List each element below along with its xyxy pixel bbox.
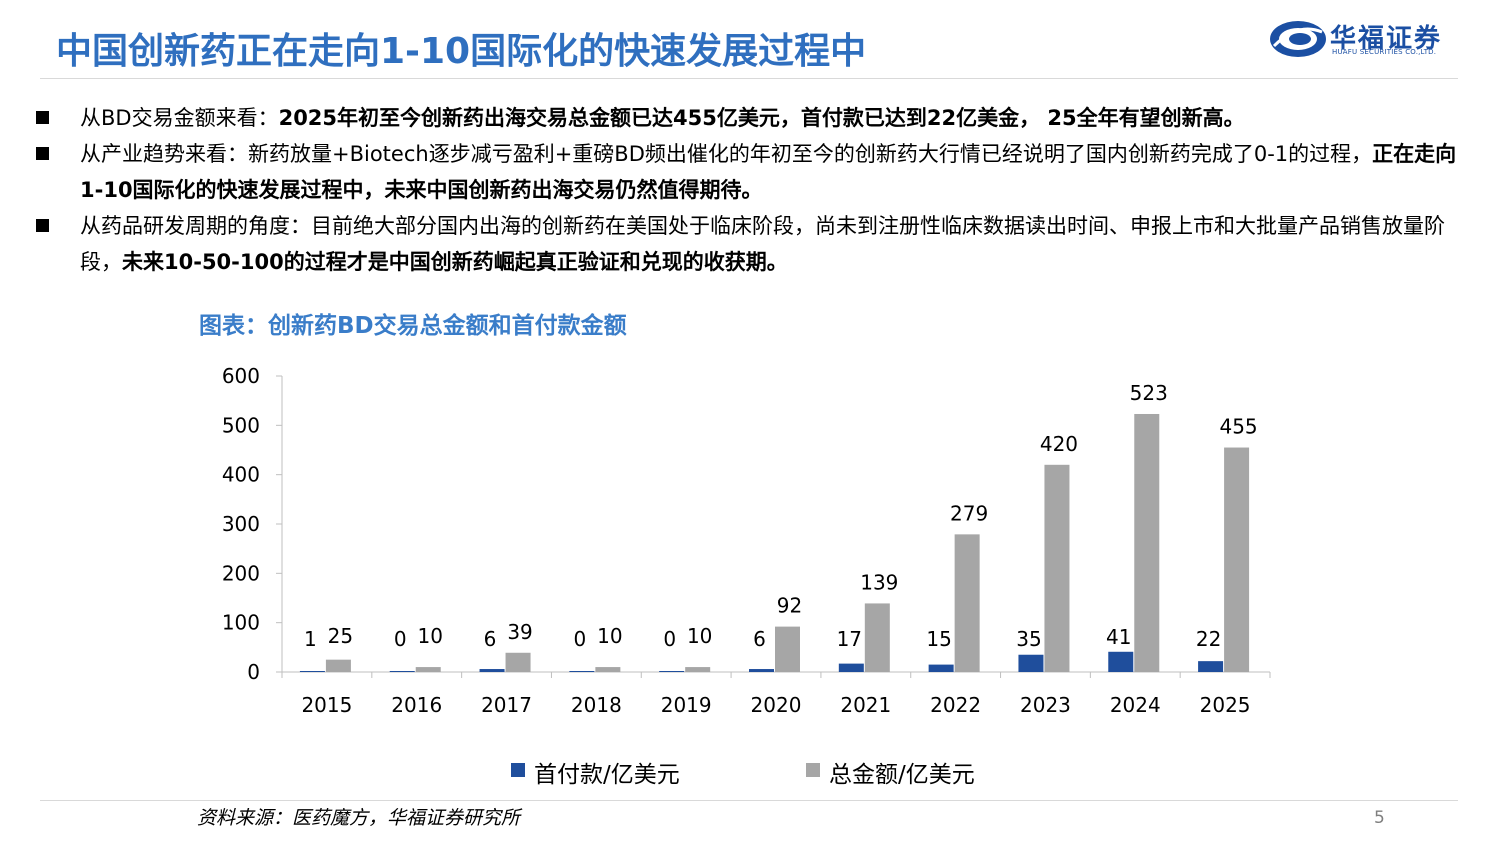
y-tick-label: 500 — [222, 413, 260, 437]
data-label-total: 455 — [1219, 415, 1257, 439]
bar-total — [864, 603, 890, 672]
bar-upfront — [299, 671, 325, 672]
page-number: 5 — [1374, 808, 1385, 828]
x-tick-label: 2016 — [391, 693, 442, 717]
bar-upfront — [1108, 651, 1134, 672]
legend-label-upfront: 首付款/亿美元 — [534, 762, 680, 788]
bar-total — [1044, 464, 1070, 672]
x-tick-label: 2022 — [930, 693, 981, 717]
header-divider — [40, 78, 1458, 79]
bar-total — [685, 667, 711, 672]
data-label-total: 139 — [860, 570, 898, 594]
bar-total — [415, 667, 441, 672]
data-label-total: 279 — [950, 501, 988, 525]
footer-divider — [40, 800, 1458, 801]
bullet-square-icon — [36, 147, 49, 160]
bar-upfront — [1018, 654, 1044, 672]
chart-title: 图表：创新药BD交易总金额和首付款金额 — [199, 313, 627, 339]
bullet-square-icon — [36, 111, 49, 124]
data-label-total: 10 — [597, 624, 622, 648]
bullet-text: 从产业趋势来看：新药放量+Biotech逐步减亏盈利+重磅BD频出催化的年初至今… — [80, 142, 1373, 166]
company-logo: 华福证券 HUAFU SECURITIES CO.,LTD. — [1268, 16, 1458, 62]
data-label-total: 523 — [1130, 381, 1168, 405]
data-label-total: 39 — [507, 620, 532, 644]
y-tick-label: 300 — [222, 512, 260, 536]
bar-total — [1224, 447, 1250, 672]
bar-upfront — [749, 669, 774, 672]
bar-upfront — [569, 671, 595, 672]
bullet-item: 从药品研发周期的角度：目前绝大部分国内出海的创新药在美国处于临床阶段，尚未到注册… — [36, 208, 1466, 280]
data-label-total: 420 — [1040, 432, 1078, 456]
data-label-upfront: 41 — [1106, 625, 1131, 649]
bullet-text: 从药品研发周期的角度：目前绝大部分国内出海的创新药在美国处于临床阶段，尚未到注册… — [80, 214, 1445, 274]
x-tick-label: 2019 — [661, 693, 712, 717]
data-label-upfront: 6 — [753, 627, 766, 651]
data-label-total: 25 — [328, 624, 353, 648]
y-tick-label: 100 — [222, 611, 260, 635]
bullet-list: 从BD交易金额来看：2025年初至今创新药出海交易总金额已达455亿美元，首付款… — [36, 100, 1466, 280]
bullet-text: 从BD交易金额来看： — [80, 106, 279, 130]
y-tick-label: 200 — [222, 561, 260, 585]
bar-upfront — [389, 671, 415, 672]
data-label-upfront: 0 — [573, 627, 586, 651]
page-title: 中国创新药正在走向1-10国际化的快速发展过程中 — [56, 31, 867, 72]
x-tick-label: 2017 — [481, 693, 532, 717]
bar-upfront — [1198, 661, 1224, 672]
x-tick-label: 2024 — [1110, 693, 1161, 717]
bar-total — [505, 652, 531, 672]
bullet-bold-text: 2025年初至今创新药出海交易总金额已达455亿美元，首付款已达到22亿美金， … — [278, 106, 1245, 130]
bar-upfront — [659, 671, 685, 672]
legend-label-total: 总金额/亿美元 — [829, 762, 975, 788]
data-label-total: 10 — [687, 624, 712, 648]
logo-swirl-icon — [1270, 21, 1326, 57]
bar-total — [595, 667, 621, 672]
bar-total — [775, 626, 800, 672]
data-label-upfront: 0 — [663, 627, 676, 651]
data-label-upfront: 6 — [484, 627, 497, 651]
bar-upfront — [838, 663, 864, 672]
bullet-item: 从产业趋势来看：新药放量+Biotech逐步减亏盈利+重磅BD频出催化的年初至今… — [36, 136, 1466, 208]
legend-swatch-upfront — [511, 763, 525, 777]
bullet-bold-text: 正在走向1-10国际化的快速发展过程中，未来中国创新药出海交易仍然值得期待。 — [80, 142, 1457, 202]
x-tick-label: 2020 — [751, 693, 802, 717]
data-label-upfront: 17 — [837, 627, 862, 651]
bullet-square-icon — [36, 219, 49, 232]
data-label-upfront: 22 — [1196, 627, 1221, 651]
logo-name: 华福证券 — [1330, 24, 1443, 54]
source-note: 资料来源：医药魔方，华福证券研究所 — [197, 807, 521, 829]
y-tick-label: 600 — [222, 364, 260, 388]
x-tick-label: 2021 — [840, 693, 891, 717]
bar-upfront — [928, 664, 954, 672]
bar-total — [325, 659, 351, 672]
data-label-total: 92 — [777, 594, 802, 618]
bar-total — [954, 534, 980, 672]
bar-total — [1134, 413, 1160, 672]
data-label-total: 10 — [418, 624, 443, 648]
x-tick-label: 2015 — [301, 693, 352, 717]
y-tick-label: 0 — [247, 660, 260, 684]
logo-subtitle: HUAFU SECURITIES CO.,LTD. — [1332, 48, 1437, 56]
legend-swatch-total — [806, 763, 820, 777]
x-tick-label: 2025 — [1200, 693, 1251, 717]
data-label-upfront: 15 — [926, 627, 951, 651]
x-tick-label: 2023 — [1020, 693, 1071, 717]
bar-upfront — [479, 669, 505, 672]
data-label-upfront: 1 — [304, 627, 317, 651]
bullet-bold-text: 未来10-50-100的过程才是中国创新药崛起真正验证和兑现的收获期。 — [122, 250, 788, 274]
data-label-upfront: 35 — [1016, 627, 1041, 651]
bullet-item: 从BD交易金额来看：2025年初至今创新药出海交易总金额已达455亿美元，首付款… — [36, 100, 1466, 136]
data-label-upfront: 0 — [394, 627, 407, 651]
x-tick-label: 2018 — [571, 693, 622, 717]
y-tick-label: 400 — [222, 463, 260, 487]
